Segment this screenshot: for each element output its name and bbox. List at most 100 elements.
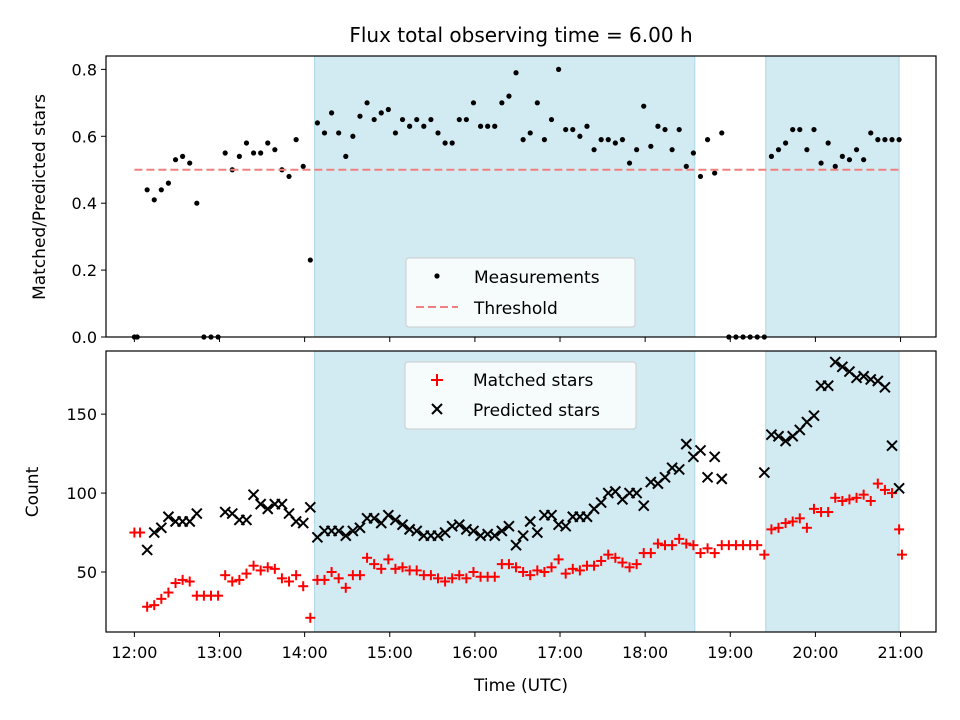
- matched-stars-point: [759, 549, 770, 560]
- top-legend: Measurements Threshold: [405, 257, 636, 328]
- measurement-point: [811, 126, 817, 133]
- matched-stars-point: [390, 563, 401, 574]
- y-tick-label: 0.2: [72, 261, 97, 280]
- measurement-point: [783, 140, 789, 146]
- matched-stars-point: [362, 552, 373, 563]
- predicted-stars-point: [368, 512, 380, 525]
- matched-stars-point: [489, 571, 500, 582]
- measurement-point: [414, 116, 420, 123]
- measurement-point: [605, 137, 611, 143]
- measurement-point: [385, 106, 391, 113]
- matched-stars-point: [276, 573, 287, 584]
- measurement-point: [158, 187, 164, 193]
- measurement-point: [719, 130, 725, 136]
- matched-stars-point: [227, 576, 238, 587]
- measurement-point: [343, 153, 349, 159]
- predicted-stars-point: [716, 473, 728, 485]
- y-tick-label: 50: [77, 563, 97, 582]
- shaded-interval: [765, 350, 900, 633]
- matched-stars-point: [645, 548, 656, 559]
- matched-stars-point: [589, 560, 600, 571]
- x-tick-label: 18:00: [622, 643, 668, 662]
- predicted-stars-point: [290, 515, 302, 528]
- matched-stars-point: [702, 543, 713, 554]
- measurement-point: [144, 187, 150, 193]
- measurement-point: [470, 100, 477, 106]
- measurement-point: [492, 123, 498, 129]
- measurement-point: [669, 147, 675, 153]
- matched-stars-point: [844, 494, 855, 505]
- matched-stars-point: [560, 568, 571, 579]
- measurement-point: [399, 116, 406, 123]
- measurement-point: [896, 137, 902, 143]
- measurement-point: [364, 100, 370, 106]
- top-axes-frame: [105, 55, 937, 338]
- measurement-point: [690, 150, 696, 156]
- matched-stars-point: [808, 503, 819, 514]
- matched-stars-point: [610, 552, 621, 563]
- x-tick-label: 15:00: [367, 643, 413, 662]
- matched-stars-point: [865, 495, 876, 506]
- matched-stars-point: [447, 573, 458, 584]
- measurement-point: [775, 147, 782, 153]
- measurement-point: [307, 257, 313, 263]
- legend-matched-label: Matched stars: [473, 371, 593, 391]
- measurement-point: [520, 137, 526, 143]
- measurement-point: [421, 123, 427, 129]
- measurement-point: [648, 143, 654, 149]
- predicted-stars-point: [276, 498, 288, 510]
- measurement-point: [875, 137, 881, 143]
- predicted-stars-point: [517, 529, 529, 542]
- measurement-point: [477, 123, 484, 129]
- matched-stars-point: [425, 570, 436, 581]
- matched-stars-point: [794, 513, 805, 524]
- predicted-stars-point: [254, 498, 267, 510]
- bottom-axes-frame: [105, 350, 937, 633]
- measurement-point: [463, 116, 469, 123]
- legend-measurements-label: Measurements: [474, 268, 600, 288]
- predicted-stars-point: [630, 487, 643, 499]
- predicted-stars-point: [148, 526, 160, 539]
- predicted-stars-point: [489, 529, 501, 542]
- measurement-point: [151, 197, 157, 203]
- measurement-point: [165, 180, 172, 186]
- measurement-point: [797, 126, 803, 133]
- measurement-point: [790, 126, 796, 133]
- predicted-stars-point: [822, 380, 834, 392]
- measurement-point: [832, 163, 838, 169]
- matched-stars-point: [269, 563, 280, 574]
- matched-stars-point: [135, 527, 146, 538]
- x-tick-label: 20:00: [792, 643, 838, 662]
- matched-stars-point: [305, 612, 316, 623]
- matched-stars-point: [787, 516, 798, 527]
- predicted-stars-point: [347, 525, 359, 537]
- measurement-point: [265, 140, 271, 146]
- matched-stars-point: [766, 524, 777, 535]
- predicted-stars-point: [297, 517, 309, 529]
- measurement-point: [449, 140, 455, 146]
- top-legend-box: [405, 257, 636, 328]
- matched-stars-point: [858, 489, 869, 500]
- matched-stars-point: [688, 540, 699, 551]
- predicted-stars-point: [772, 430, 785, 442]
- legend-matched-marker: [431, 374, 443, 386]
- matched-stars-point: [284, 576, 295, 587]
- top-y-ticks: 0.0 0.2 0.4 0.6 0.8: [72, 60, 106, 347]
- matched-stars-point: [780, 518, 791, 529]
- predicted-stars-point: [247, 488, 260, 501]
- matched-stars-point: [596, 555, 607, 566]
- measurement-point: [704, 137, 711, 143]
- measurement-point: [293, 137, 299, 143]
- y-tick-label: 100: [66, 484, 97, 503]
- measurement-point: [555, 66, 562, 72]
- matched-stars-point: [142, 601, 153, 612]
- predicted-stars-point: [411, 525, 423, 537]
- measurement-point: [350, 133, 356, 139]
- predicted-stars-point: [886, 440, 898, 452]
- predicted-stars-point: [701, 471, 714, 483]
- predicted-stars-point: [389, 514, 402, 526]
- matched-stars-point: [369, 559, 380, 570]
- matched-stars-point: [248, 560, 259, 571]
- measurement-point: [300, 163, 306, 169]
- matched-stars-point: [220, 570, 231, 581]
